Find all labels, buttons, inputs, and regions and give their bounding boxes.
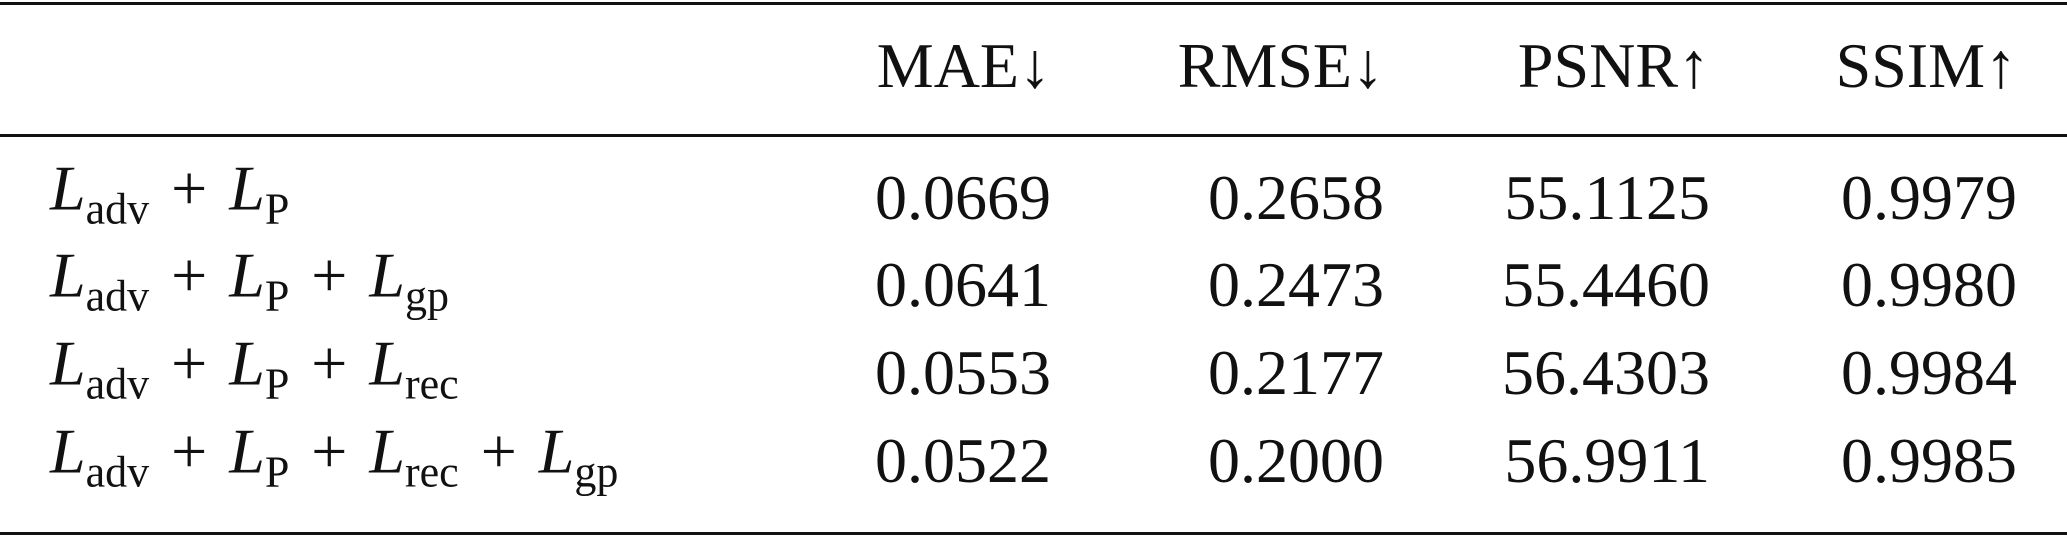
metric-value: 0.2658	[1208, 162, 1384, 233]
column-header: RMSE↓	[1177, 30, 1384, 101]
operator: +	[171, 152, 208, 224]
term-symbol: L	[229, 152, 265, 224]
metric-value: 56.9911	[1504, 425, 1710, 496]
term-subscript: P	[264, 271, 290, 321]
loss-term: LP	[229, 152, 289, 231]
loss-term: Lrec	[369, 327, 458, 406]
row-label: Ladv + LP + Lgp	[50, 243, 449, 319]
operator: +	[171, 415, 208, 487]
term-symbol: L	[50, 239, 86, 311]
term-subscript: P	[264, 184, 290, 234]
term-symbol: L	[50, 152, 86, 224]
operator: +	[311, 239, 348, 311]
loss-term: Lrec	[369, 415, 458, 494]
bottom-rule	[0, 532, 2067, 535]
term-symbol: L	[50, 415, 86, 487]
metric-value: 0.9979	[1841, 162, 2017, 233]
term-subscript: adv	[85, 359, 150, 409]
metric-value: 0.0553	[875, 337, 1051, 408]
metric-value: 0.0669	[875, 162, 1051, 233]
loss-term: Ladv	[50, 327, 149, 406]
column-header: MAE↓	[876, 30, 1051, 101]
column-header: SSIM↑	[1835, 30, 2017, 101]
term-symbol: L	[229, 327, 265, 399]
row-label: Ladv + LP + Lrec + Lgp	[50, 419, 618, 495]
term-subscript: gp	[574, 447, 619, 497]
term-symbol: L	[538, 415, 575, 487]
metric-value: 0.9985	[1841, 425, 2017, 496]
row-label: Ladv + LP	[50, 156, 289, 232]
term-subscript: rec	[404, 447, 459, 497]
term-subscript: P	[264, 359, 290, 409]
column-header: PSNR↑	[1517, 30, 1710, 101]
term-symbol: L	[229, 239, 265, 311]
term-symbol: L	[369, 327, 405, 399]
term-symbol: L	[369, 239, 405, 311]
term-subscript: rec	[404, 359, 459, 409]
operator: +	[171, 327, 208, 399]
operator: +	[480, 415, 517, 487]
metric-value: 0.9980	[1841, 249, 2017, 320]
metric-value: 55.4460	[1502, 249, 1710, 320]
term-subscript: adv	[85, 184, 150, 234]
loss-term: Ladv	[50, 239, 149, 318]
term-symbol: L	[229, 415, 265, 487]
metric-value: 0.0522	[875, 425, 1051, 496]
loss-term: Lgp	[538, 415, 619, 494]
term-subscript: gp	[404, 271, 449, 321]
metric-value: 0.2000	[1208, 425, 1384, 496]
metric-value: 56.4303	[1502, 337, 1710, 408]
operator: +	[311, 327, 348, 399]
loss-term: LP	[229, 327, 289, 406]
loss-term: Lgp	[369, 239, 449, 318]
operator: +	[171, 239, 208, 311]
term-subscript: adv	[85, 447, 150, 497]
metric-value: 0.0641	[875, 249, 1051, 320]
top-rule	[0, 2, 2067, 5]
metric-value: 0.2177	[1208, 337, 1384, 408]
loss-term: Ladv	[50, 152, 149, 231]
loss-term: LP	[229, 239, 289, 318]
term-subscript: adv	[85, 271, 150, 321]
metric-value: 55.1125	[1504, 162, 1710, 233]
metric-value: 0.2473	[1208, 249, 1384, 320]
mid-rule	[0, 134, 2067, 137]
term-subscript: P	[264, 447, 290, 497]
term-symbol: L	[369, 415, 405, 487]
metric-value: 0.9984	[1841, 337, 2017, 408]
term-symbol: L	[50, 327, 86, 399]
row-label: Ladv + LP + Lrec	[50, 331, 459, 407]
loss-term: Ladv	[50, 415, 149, 494]
operator: +	[311, 415, 348, 487]
loss-term: LP	[229, 415, 289, 494]
